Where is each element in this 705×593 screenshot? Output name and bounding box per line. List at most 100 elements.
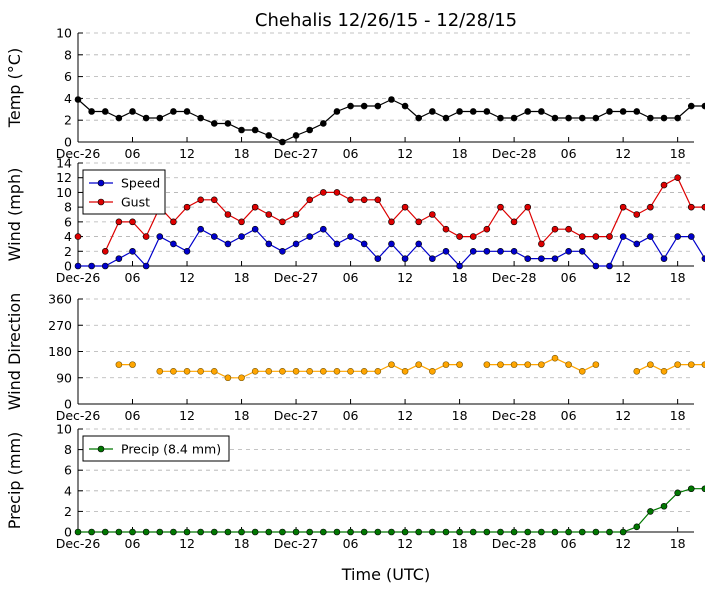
data-point-gust xyxy=(619,203,627,211)
data-point-precip xyxy=(429,528,436,536)
data-point-temp xyxy=(238,126,245,134)
data-point-precip xyxy=(538,528,545,536)
data-point-precip xyxy=(292,528,300,536)
data-point-speed xyxy=(156,233,164,240)
data-point-speed xyxy=(347,233,354,240)
data-point-temp xyxy=(210,120,218,127)
data-point-gust xyxy=(551,225,559,233)
x-tick-label: Dec-26 xyxy=(56,270,101,285)
data-point-precip xyxy=(74,528,82,536)
x-tick-label: 12 xyxy=(615,536,631,551)
data-point-precip xyxy=(606,528,613,536)
data-point-precip xyxy=(633,523,641,531)
data-point-speed xyxy=(674,233,681,240)
data-point-gust xyxy=(483,225,491,233)
data-point-speed xyxy=(197,225,204,233)
data-point-temp xyxy=(510,114,518,122)
data-point-gust xyxy=(115,218,123,226)
data-point-precip xyxy=(647,508,654,515)
data-point-temp xyxy=(306,126,313,134)
x-tick-label: 18 xyxy=(452,536,468,551)
data-point-precip xyxy=(415,528,423,536)
series-speed xyxy=(74,225,705,270)
data-point-gust xyxy=(647,203,654,211)
data-point-temp xyxy=(74,96,82,103)
x-tick-label: Dec-28 xyxy=(492,536,537,551)
legend-wind: Speed Gust xyxy=(82,169,166,215)
data-point-speed xyxy=(687,233,695,240)
x-tick-label: 18 xyxy=(670,408,686,423)
data-point-precip xyxy=(388,528,395,536)
data-point-direction xyxy=(497,361,504,368)
data-point-gust xyxy=(538,240,545,248)
data-point-speed xyxy=(238,233,245,240)
data-point-temp xyxy=(524,108,532,115)
data-point-temp xyxy=(565,114,572,122)
data-point-speed xyxy=(415,240,423,248)
y-tick-label: 270 xyxy=(48,318,72,333)
x-tick-label: Dec-27 xyxy=(274,408,319,423)
data-point-precip xyxy=(170,528,177,536)
data-point-precip xyxy=(401,528,409,536)
y-tick-label: 4 xyxy=(64,483,72,498)
data-point-direction xyxy=(320,368,327,375)
data-point-speed xyxy=(251,225,259,233)
series-line-gust xyxy=(104,176,705,252)
legend-marker-speed xyxy=(97,179,105,187)
data-point-precip xyxy=(265,528,273,536)
data-point-direction xyxy=(279,368,286,375)
data-point-direction xyxy=(687,361,695,368)
data-point-temp xyxy=(156,114,164,122)
data-point-temp xyxy=(292,132,300,139)
data-point-temp xyxy=(170,108,177,115)
x-tick-label: 12 xyxy=(179,270,195,285)
series-temp xyxy=(74,96,705,146)
data-point-direction xyxy=(360,368,368,375)
data-point-direction xyxy=(170,368,177,375)
data-point-speed xyxy=(210,233,218,240)
data-point-precip xyxy=(210,528,218,536)
data-point-precip xyxy=(483,528,491,536)
y-tick-label: 10 xyxy=(56,185,72,200)
data-point-direction xyxy=(251,368,259,375)
data-point-direction xyxy=(647,361,654,368)
series-direction xyxy=(115,303,705,382)
x-tick-label: 06 xyxy=(343,270,359,285)
data-point-gust xyxy=(320,189,327,196)
x-tick-label: Dec-27 xyxy=(274,270,319,285)
x-tick-label: 06 xyxy=(561,536,577,551)
x-tick-label: Dec-26 xyxy=(56,536,101,551)
data-point-precip xyxy=(115,528,123,536)
x-tick-label: 12 xyxy=(179,146,195,161)
data-point-temp xyxy=(619,108,627,115)
data-point-direction xyxy=(565,361,572,368)
x-tick-label: 06 xyxy=(125,270,141,285)
data-point-precip xyxy=(279,528,286,536)
x-tick-label: Dec-27 xyxy=(274,146,319,161)
data-point-speed xyxy=(265,240,273,248)
y-axis-label-temp: Temp (°C) xyxy=(5,48,24,128)
data-point-direction xyxy=(238,374,245,382)
data-point-direction xyxy=(592,361,600,368)
data-point-precip xyxy=(320,528,327,536)
data-point-temp xyxy=(197,114,204,122)
data-point-speed xyxy=(183,247,191,255)
legend-label-speed: Speed xyxy=(121,176,160,191)
data-point-precip xyxy=(687,485,695,493)
y-tick-label: 2 xyxy=(64,113,72,128)
panel-temp: 0 2 4 6 8 10 Dec-26 06 12 18 Dec-27 06 12 18 Dec-28 06 1… xyxy=(5,26,705,161)
data-point-direction xyxy=(129,361,136,368)
legend-precip: Precip (8.4 mm) xyxy=(82,435,230,462)
data-point-direction xyxy=(578,368,586,375)
data-point-precip xyxy=(510,528,518,536)
data-point-precip xyxy=(142,528,150,536)
x-tick-label: 12 xyxy=(397,536,413,551)
data-point-temp xyxy=(456,108,463,115)
data-point-direction xyxy=(210,368,218,375)
x-tick-label: 18 xyxy=(452,408,468,423)
data-point-precip xyxy=(469,528,477,536)
data-point-gust xyxy=(565,225,572,233)
data-point-speed xyxy=(279,247,286,255)
x-tick-label: 06 xyxy=(561,270,577,285)
panel-direction: 0 90 180 270 360 Dec-26 06 12 18 Dec-27 06 12 18 Dec-… xyxy=(5,292,705,423)
